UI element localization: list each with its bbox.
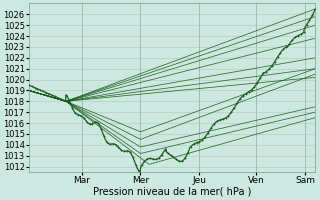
X-axis label: Pression niveau de la mer( hPa ): Pression niveau de la mer( hPa )	[93, 187, 251, 197]
